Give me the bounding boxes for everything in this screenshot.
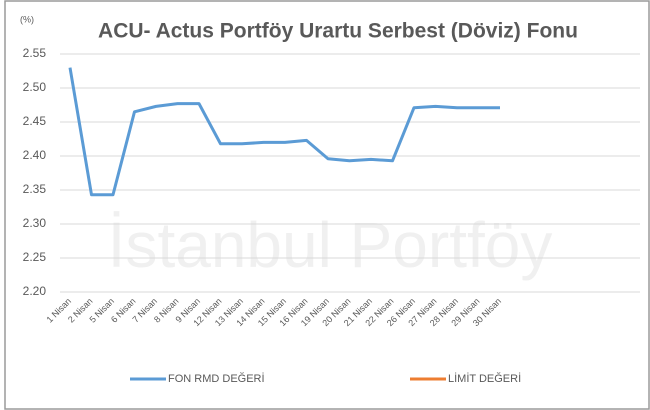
y-tick-label: 2.25: [23, 250, 47, 264]
watermark: İstanbul Portföy: [108, 209, 553, 281]
data-line: [68, 67, 500, 197]
y-tick-label: 2.30: [23, 216, 47, 230]
legend-label: FON RMD DEĞERİ: [168, 372, 265, 385]
chart-frame: [4, 0, 650, 410]
y-axis-label: (%): [20, 14, 34, 24]
y-tick-label: 2.20: [23, 284, 47, 298]
y-tick-label: 2.40: [23, 148, 47, 162]
y-tick-label: 2.55: [23, 46, 47, 60]
y-tick-label: 2.50: [23, 80, 47, 94]
y-tick-label: 2.45: [23, 114, 47, 128]
chart-title: ACU- Actus Portföy Urartu Serbest (Döviz…: [98, 20, 578, 43]
legend-label: LİMİT DEĞERİ: [448, 372, 521, 385]
y-tick-label: 2.35: [23, 182, 47, 196]
